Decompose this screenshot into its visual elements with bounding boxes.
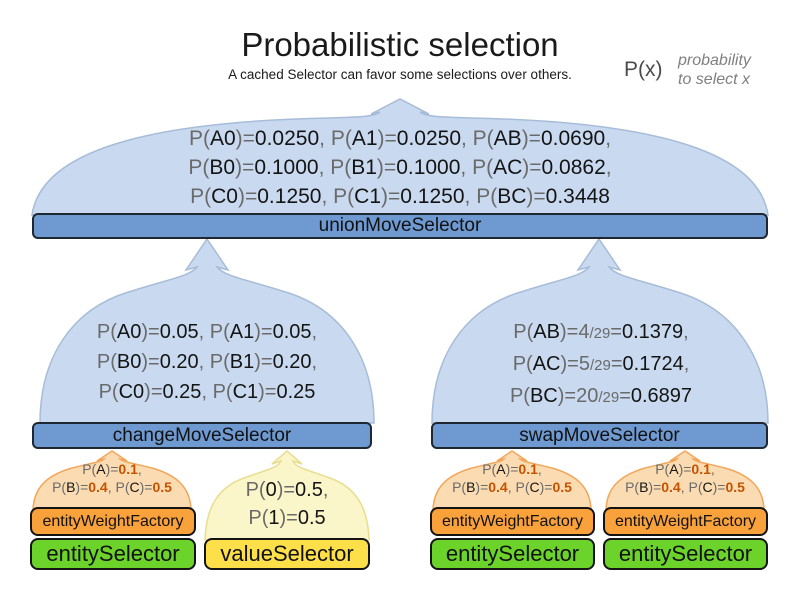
value-probabilities-line1: P(0)=0.5, (245, 479, 329, 501)
change-probabilities-line1: P(A0)=0.05, P(A1)=0.05, (96, 321, 318, 343)
entity-selector-box-right1: entitySelector (430, 538, 595, 570)
weight-probabilities-right2: P(A)=0.1, P(B)=0.4, P(C)=0.5 (602, 461, 768, 496)
value-selector-label: valueSelector (220, 541, 354, 566)
value-probabilities-line2: P(1)=0.5 (248, 507, 326, 529)
weight-probabilities-line1: P(A)=0.1, (655, 461, 715, 477)
change-probabilities: P(A0)=0.05, P(A1)=0.05, P(B0)=0.20, P(B1… (40, 317, 374, 407)
page-title: Probabilistic selection (241, 26, 559, 63)
entity-weight-factory-box-right2: entityWeightFactory (603, 507, 768, 536)
entity-selector-label: entitySelector (618, 541, 753, 566)
swap-move-selector-bar: swapMoveSelector (431, 422, 768, 449)
union-probabilities: P(A0)=0.0250, P(A1)=0.0250, P(AB)=0.0690… (60, 124, 740, 211)
entity-weight-factory-label: entityWeightFactory (441, 512, 584, 530)
page-subtitle: A cached Selector can favor some selecti… (228, 67, 572, 82)
swap-probabilities-line3: P(BC)=20/29=0.6897 (509, 385, 693, 407)
entity-weight-factory-box-left: entityWeightFactory (30, 507, 196, 536)
legend-description-line1: probability (678, 52, 751, 69)
value-dome (204, 450, 370, 541)
weight-probabilities-right1: P(A)=0.1, P(B)=0.4, P(C)=0.5 (429, 461, 595, 496)
weight-probabilities-line2: P(B)=0.4, P(C)=0.5 (625, 478, 745, 495)
weight-probabilities-line2: P(B)=0.4, P(C)=0.5 (52, 478, 172, 495)
swap-probability-dome (431, 237, 769, 424)
swap-probabilities-line1: P(AB)=4/29=0.1379, (513, 321, 689, 343)
entity-weight-factory-label: entityWeightFactory (614, 512, 757, 530)
value-probabilities: P(0)=0.5, P(1)=0.5 (204, 476, 370, 532)
union-move-selector-label: unionMoveSelector (318, 215, 482, 236)
weight-probabilities-line1: P(A)=0.1, (482, 461, 542, 477)
entity-selector-label: entitySelector (46, 541, 180, 566)
weight-dome-right2 (605, 450, 765, 510)
weight-dome-right1 (432, 450, 592, 510)
value-selector-box: valueSelector (204, 538, 370, 570)
entity-selector-label: entitySelector (445, 541, 580, 566)
union-move-selector-bar: unionMoveSelector (32, 213, 768, 239)
union-probabilities-line2: P(B0)=0.1000, P(B1)=0.1000, P(AC)=0.0862… (188, 156, 612, 179)
union-probabilities-line1: P(A0)=0.0250, P(A1)=0.0250, P(AB)=0.0690… (188, 127, 612, 150)
union-probability-dome (31, 98, 769, 216)
swap-move-selector-label: swapMoveSelector (519, 424, 680, 446)
entity-weight-factory-box-right1: entityWeightFactory (430, 507, 595, 536)
legend-description-line2: to select x (678, 71, 751, 88)
union-probabilities-line3: P(C0)=0.1250, P(C1)=0.1250, P(BC)=0.3448 (190, 185, 610, 208)
change-probabilities-line2: P(B0)=0.20, P(B1)=0.20, (96, 351, 318, 373)
change-move-selector-label: changeMoveSelector (112, 424, 292, 446)
swap-probabilities-line2: P(AC)=5/29=0.1724, (512, 353, 690, 375)
weight-probabilities-left: P(A)=0.1, P(B)=0.4, P(C)=0.5 (29, 461, 195, 496)
change-probabilities-line3: P(C0)=0.25, P(C1)=0.25 (98, 381, 316, 403)
weight-dome-left (32, 450, 192, 510)
change-move-selector-bar: changeMoveSelector (32, 422, 372, 449)
change-probability-dome (39, 237, 375, 424)
swap-probabilities: P(AB)=4/29=0.1379, P(AC)=5/29=0.1724, P(… (433, 317, 769, 413)
weight-probabilities-line1: P(A)=0.1, (82, 461, 142, 477)
entity-weight-factory-label: entityWeightFactory (42, 512, 184, 530)
entity-selector-box-left: entitySelector (30, 538, 196, 570)
legend-symbol: P(x) (624, 58, 663, 81)
weight-probabilities-line2: P(B)=0.4, P(C)=0.5 (452, 478, 572, 495)
entity-selector-box-right2: entitySelector (603, 538, 768, 570)
legend-description: probability to select x (678, 51, 751, 89)
